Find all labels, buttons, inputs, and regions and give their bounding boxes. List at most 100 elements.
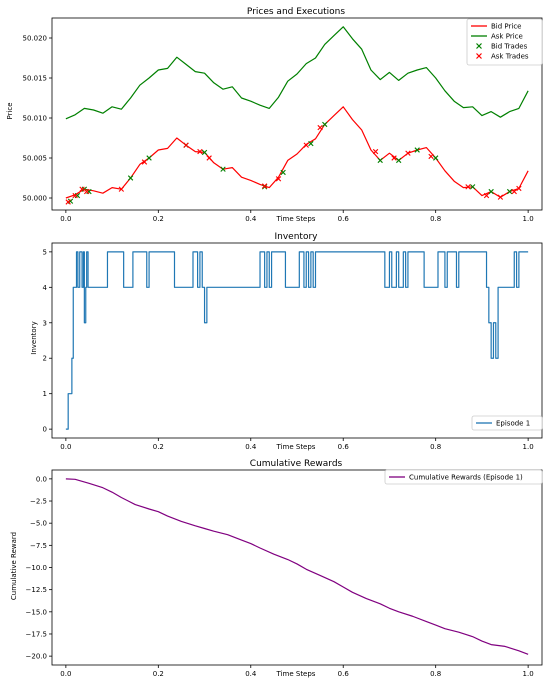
prices-series-bid-price-line [65, 106, 529, 199]
prices-series-ask-trades-marker [497, 194, 504, 200]
prices-series-ask-trades-marker-stroke [372, 148, 379, 155]
rewards-y-tick-label: −17.5 [26, 630, 47, 638]
prices-series-bid-trades-marker-stroke [488, 188, 494, 195]
prices-series-ask-trades-marker-stroke [79, 186, 85, 192]
rewards-y-axis-label: Cumulative Reward [10, 532, 18, 600]
rewards-y-tick-label: −7.5 [30, 542, 47, 550]
prices-series-ask-trades-marker-stroke [197, 148, 203, 155]
prices-series-ask-trades-marker [465, 184, 471, 190]
prices-series-bid-trades-marker [488, 188, 494, 195]
prices-x-tick-label: 0.4 [245, 215, 257, 223]
prices-series-ask-trades-marker-stroke [497, 194, 504, 200]
prices-series-ask-trades-marker-stroke [141, 159, 148, 165]
rewards-x-axis-label: Time Steps [276, 670, 316, 678]
prices-series-ask-trades-marker-stroke [275, 176, 282, 182]
prices-series-ask-trades-marker-stroke [83, 188, 90, 195]
prices-series-ask-trades-marker [317, 124, 323, 131]
prices-series-ask-trades-marker [303, 142, 309, 148]
rewards-x-tick-label: 0.8 [430, 670, 441, 678]
prices-x-tick-label: 0.6 [338, 215, 350, 223]
inventory-x-tick-label: 0.8 [430, 443, 441, 451]
prices-series-ask-trades-marker [83, 188, 90, 195]
rewards-legend-box [384, 469, 543, 485]
prices-series-ask-trades-marker [391, 155, 397, 161]
prices-series-ask-trades-marker-stroke [391, 155, 397, 161]
inventory-legend: Episode 1 [471, 415, 543, 431]
prices-series-ask-trades-marker [483, 192, 490, 199]
prices-series-bid-trades-marker-stroke [280, 169, 286, 176]
cumulative-rewards-panel: Cumulative Rewards Time Steps Cumulative… [10, 459, 543, 678]
prices-series-ask-trades-marker-stroke [465, 184, 471, 190]
prices-x-axis-label: Time Steps [276, 215, 316, 223]
prices-series-ask-trades-marker [197, 148, 203, 155]
prices-series-ask-trades-marker [141, 159, 148, 165]
prices-series-bid-trades-marker [308, 140, 314, 147]
rewards-plot-area: 0.0 0.2 0.4 0.6 0.8 1.0 0.0 −2.5 −5.0 −7.5 −10.0 −1… [26, 469, 543, 678]
prices-y-tick-label: 50.005 [23, 155, 48, 163]
prices-and-executions-panel: Prices and Executions Time Steps Price 0… [6, 7, 543, 223]
prices-series-bid-trades-marker-stroke [146, 155, 152, 161]
prices-series-ask-trades-marker-stroke [511, 188, 517, 195]
prices-series-ask-trades-marker [65, 199, 71, 205]
prices-y-tick-label: 50.000 [23, 195, 48, 203]
prices-y-axis-label: Price [6, 102, 14, 119]
prices-y-tick-label: 50.015 [23, 75, 48, 83]
legend-bid-trades-label: Bid Trades [491, 43, 528, 51]
prices-y-tick-label: 50.020 [23, 35, 48, 43]
prices-chart-title: Prices and Executions [247, 7, 345, 17]
prices-series-bid-trades-marker-stroke [506, 188, 513, 195]
rewards-y-tick-label: −10.0 [26, 564, 47, 572]
prices-series-ask-trades-marker-stroke [206, 155, 212, 161]
inventory-axes-frame [51, 242, 543, 439]
prices-series-bid-trades-marker [261, 184, 268, 190]
legend-bid-price-label: Bid Price [491, 23, 522, 31]
prices-series-ask-trades-marker-stroke [303, 142, 309, 148]
rewards-x-tick-label: 0.0 [60, 670, 71, 678]
inventory-y-tick-label: 2 [43, 355, 47, 363]
prices-series-ask-trades-marker-stroke [516, 185, 522, 192]
prices-series-bid-trades-marker [220, 166, 226, 172]
prices-x-tick-label: 0.0 [60, 215, 71, 223]
inventory-panel: Inventory Time Steps Inventory 0.0 0.2 0.4… [30, 232, 543, 451]
prices-series-ask-trades-marker [79, 186, 85, 192]
prices-series-bid-trades-marker-stroke [469, 184, 476, 190]
legend-bid-trades-marker [476, 43, 482, 49]
prices-series-bid-trades-marker-stroke [308, 140, 314, 147]
prices-series-ask-trades-marker [206, 155, 212, 161]
legend-episode-1-label: Episode 1 [496, 420, 530, 428]
rewards-x-tick-label: 0.2 [153, 670, 164, 678]
legend-cumulative-rewards-label: Cumulative Rewards (Episode 1) [409, 474, 523, 482]
prices-series-bid-trades-marker-stroke [322, 121, 328, 128]
prices-series-bid-trades-marker-stroke [220, 166, 226, 172]
inventory-x-tick-label: 0.4 [245, 443, 257, 451]
prices-series-ask-trades-marker [372, 148, 379, 155]
inventory-x-tick-label: 0.0 [60, 443, 71, 451]
rewards-x-tick-label: 0.4 [245, 670, 257, 678]
prices-series-bid-trades-marker [127, 175, 134, 181]
prices-series-ask-trades-marker [183, 142, 189, 148]
prices-series-ask-price-line [65, 26, 529, 120]
inventory-y-tick-label: 3 [43, 319, 47, 327]
prices-series-ask-trades-marker-stroke [118, 186, 125, 192]
rewards-y-tick-label: −20.0 [26, 653, 47, 661]
inventory-y-tick-label: 4 [43, 284, 48, 292]
prices-x-tick-label: 0.8 [430, 215, 441, 223]
prices-series-bid-trades-marker-stroke [414, 147, 420, 153]
prices-series-ask-trades-marker [118, 186, 125, 192]
inventory-legend-box [471, 415, 543, 431]
prices-legend-box [466, 18, 543, 66]
inventory-y-tick-label: 1 [43, 390, 47, 398]
prices-series-bid-trades-marker [432, 155, 439, 161]
rewards-y-tick-label: −15.0 [26, 608, 47, 616]
inventory-y-tick-label: 5 [43, 248, 47, 256]
rewards-chart-title: Cumulative Rewards [250, 459, 343, 469]
rewards-x-tick-label: 1.0 [523, 670, 534, 678]
prices-series-ask-trades-marker [516, 185, 522, 192]
prices-series-ask-trades-marker-stroke [72, 192, 78, 199]
legend-ask-trades-marker [476, 53, 482, 59]
prices-series-ask-trades-marker-stroke [261, 183, 268, 189]
rewards-y-tick-label: 0.0 [36, 475, 47, 483]
legend-ask-price-label: Ask Price [491, 33, 523, 41]
